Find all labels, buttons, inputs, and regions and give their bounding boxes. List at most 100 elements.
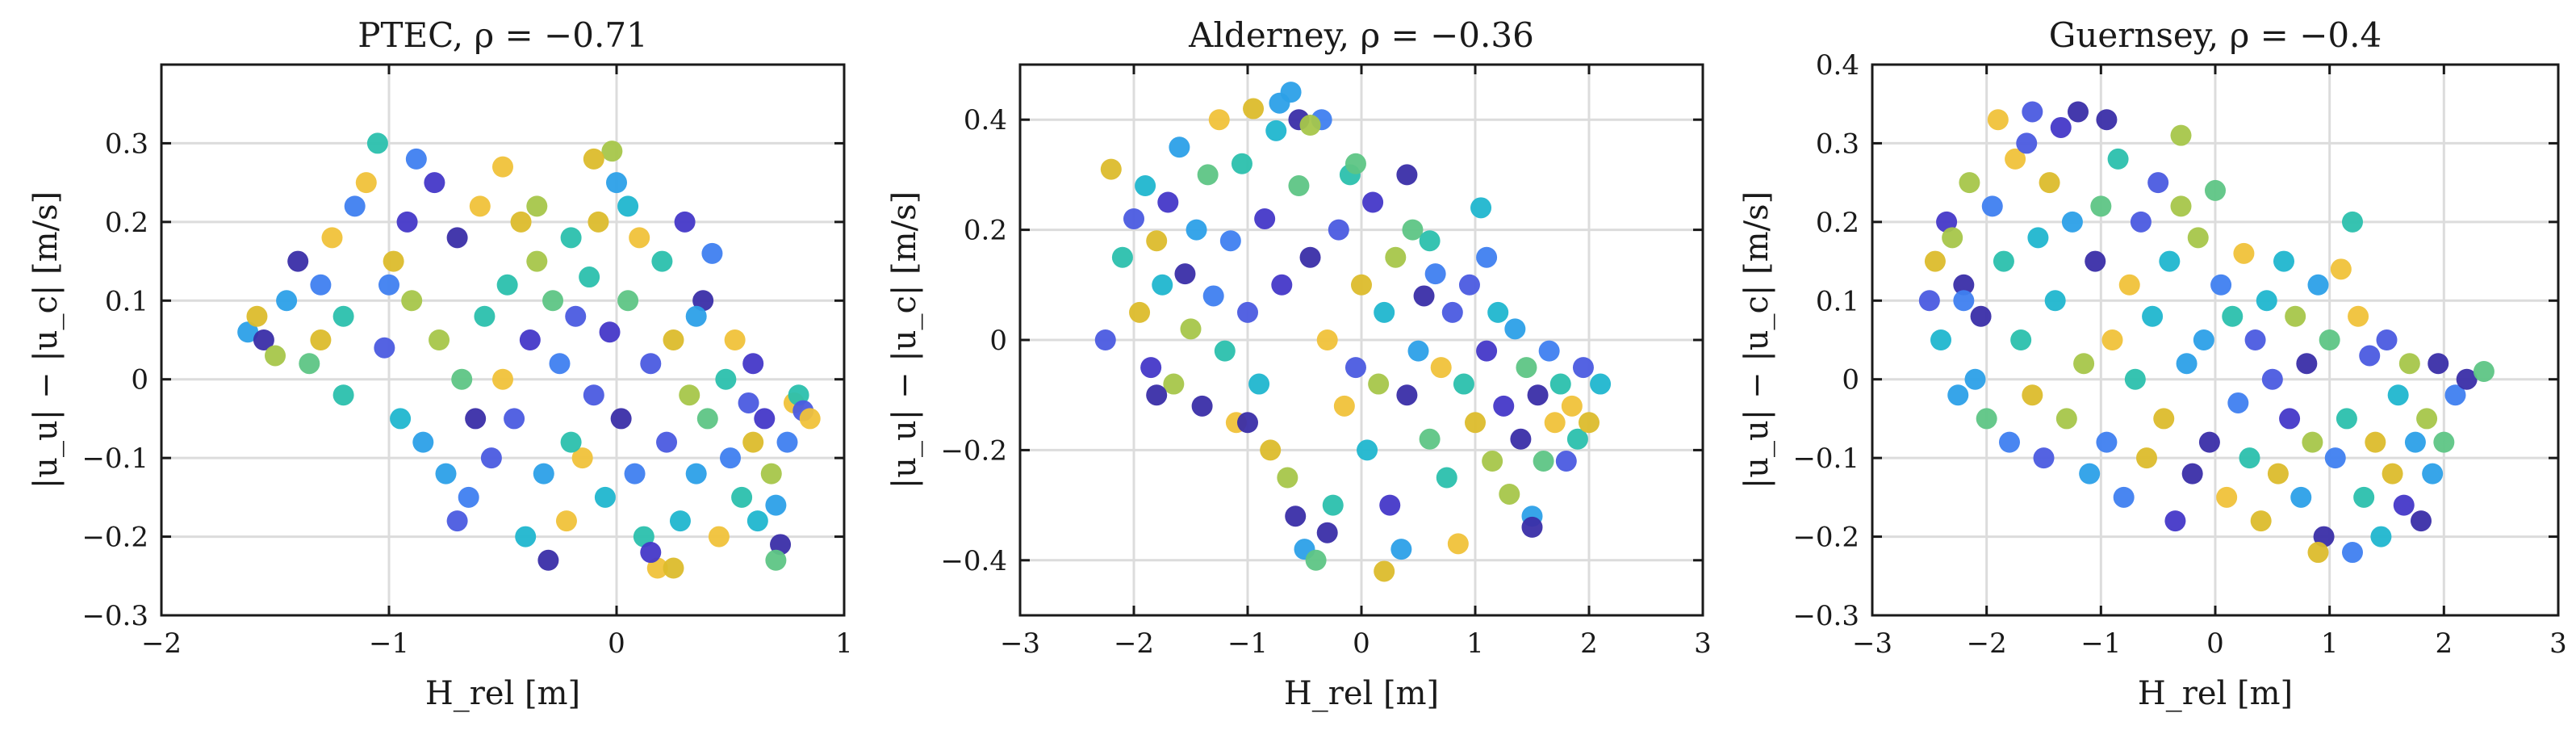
scatter-point (321, 227, 343, 249)
scatter-point (663, 557, 684, 579)
scatter-point (1100, 158, 1122, 180)
scatter-point (2216, 486, 2238, 508)
scatter-point (2130, 211, 2152, 233)
scatter-point (1219, 230, 1241, 252)
scatter-point (1237, 301, 1258, 323)
scatter-point (542, 290, 564, 312)
scatter-point (1976, 408, 1997, 430)
scatter-point (617, 290, 639, 312)
scatter-point (1527, 384, 1549, 406)
scatter-point (770, 534, 792, 556)
scatter-point (526, 195, 548, 217)
scatter-point (555, 510, 577, 532)
y-axis-label: |u_u| − |u_c| [m/s] (27, 191, 65, 489)
scatter-point (458, 486, 479, 508)
scatter-point (2244, 329, 2266, 350)
x-tick-label: 2 (1580, 627, 1598, 660)
x-tick-label: 0 (608, 627, 625, 660)
scatter-point (424, 172, 445, 194)
y-tick-label: −0.1 (1792, 443, 1859, 475)
scatter-point (429, 329, 450, 350)
scatter-point (537, 549, 559, 571)
scatter-point (629, 227, 650, 249)
scatter-point (746, 510, 768, 532)
scatter-point (2210, 274, 2232, 296)
scatter-point (656, 431, 678, 453)
scatter-point (2227, 392, 2249, 413)
scatter-point (2330, 258, 2352, 280)
scatter-point (1123, 208, 1144, 229)
x-tick-label: −1 (369, 627, 409, 660)
scatter-point (1180, 318, 1202, 340)
scatter-point (1533, 451, 1554, 472)
scatter-point (1493, 395, 1515, 417)
scatter-point (492, 156, 513, 178)
scatter-point (696, 408, 718, 430)
scatter-point (2324, 447, 2346, 469)
scatter-point (1413, 285, 1435, 307)
scatter-point (2348, 305, 2369, 327)
scatter-point (2055, 408, 2077, 430)
scatter-point (1942, 227, 1963, 249)
scatter-point (510, 211, 532, 233)
scatter-point (1572, 357, 1594, 379)
scatter-point (1254, 208, 1276, 229)
scatter-point (549, 353, 571, 375)
scatter-point (446, 227, 468, 249)
scatter-point (1305, 549, 1327, 571)
scatter-point (685, 463, 707, 485)
scatter-point (2068, 101, 2089, 123)
scatter-point (663, 329, 684, 350)
scatter-point (588, 211, 609, 233)
scatter-point (2398, 353, 2420, 375)
scatter-point (1094, 329, 1116, 350)
scatter-point (1285, 506, 1307, 527)
scatter-point (1260, 439, 1282, 461)
scatter-point (720, 447, 741, 469)
scatter-point (679, 384, 700, 406)
scatter-point (1981, 195, 2003, 217)
scatter-point (2336, 408, 2357, 430)
y-tick-label: 0.4 (964, 104, 1007, 136)
scatter-point (2456, 368, 2478, 390)
chart-title: Alderney, ρ = −0.36 (1188, 15, 1534, 55)
scatter-point (1333, 395, 1355, 417)
scatter-series (1918, 101, 2494, 564)
scatter-point (2307, 542, 2329, 564)
scatter-point (383, 250, 404, 272)
scatter-point (1135, 175, 1156, 197)
scatter-point (2039, 172, 2060, 194)
scatter-point (2404, 431, 2426, 453)
scatter-point (1269, 92, 1290, 114)
scatter-point (2370, 526, 2392, 548)
scatter-point (1453, 373, 1474, 395)
scatter-point (1424, 263, 1446, 285)
scatter-point (378, 274, 399, 296)
scatter-point (1441, 301, 1463, 323)
scatter-point (1987, 109, 2009, 131)
scatter-point (2090, 195, 2112, 217)
scatter-point (2387, 384, 2409, 406)
scatter-point (2285, 305, 2306, 327)
scatter-point (1579, 412, 1600, 434)
scatter-point (1237, 412, 1258, 434)
y-tick-label: 0.1 (1816, 285, 1859, 317)
y-tick-label: 0 (131, 364, 148, 396)
scatter-point (583, 148, 604, 170)
scatter-point (624, 463, 646, 485)
scatter-point (2261, 368, 2283, 390)
scatter-point (1924, 250, 1946, 272)
scatter-point (1521, 516, 1543, 538)
y-tick-label: −0.1 (82, 443, 148, 475)
x-tick-label: 0 (1353, 627, 1370, 660)
scatter-point (2118, 274, 2140, 296)
scatter-point (1465, 412, 1486, 434)
scatter-point (2365, 431, 2386, 453)
scatter-point (1157, 191, 1179, 213)
scatter-point (1174, 263, 1196, 285)
scatter-point (674, 211, 696, 233)
scatter-point (788, 384, 809, 406)
scatter-point (1419, 428, 1441, 450)
scatter-point (2239, 447, 2260, 469)
y-axis-label: |u_u| − |u_c| [m/s] (1738, 191, 1775, 489)
